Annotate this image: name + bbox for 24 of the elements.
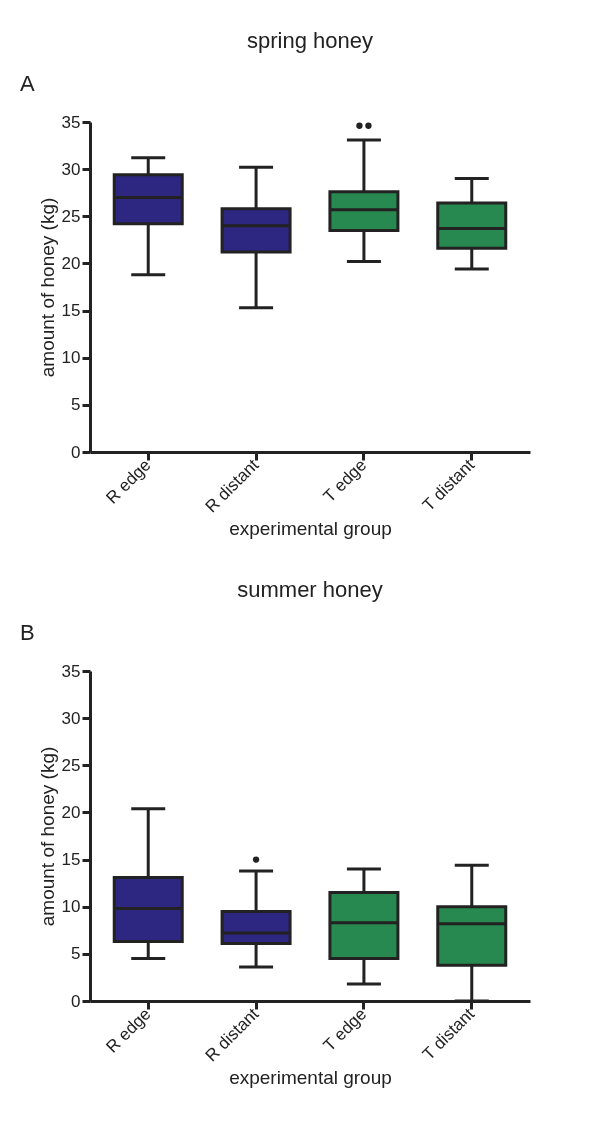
y-tick-label: 25 (61, 206, 81, 226)
y-tick-label: 35 (61, 112, 81, 132)
y-tick-label: 0 (71, 442, 81, 462)
y-tick-label: 5 (71, 395, 81, 415)
chart-title: summer honey (237, 577, 383, 602)
y-axis-title: amount of honey (kg) (36, 746, 58, 927)
x-axis-title: experimental group (229, 517, 392, 539)
text: A (20, 71, 35, 96)
y-tick-label: 0 (71, 991, 81, 1011)
y-tick-label: 15 (61, 850, 81, 870)
text: B (20, 620, 35, 645)
y-tick-label: 5 (71, 944, 81, 964)
y-tick-label: 20 (61, 253, 81, 273)
y-tick-label: 25 (61, 755, 81, 775)
y-axis-title: amount of honey (kg) (36, 197, 58, 378)
y-tick-label: 10 (61, 897, 81, 917)
chart-title: spring honey (247, 28, 373, 53)
y-tick-label: 35 (61, 661, 81, 681)
y-tick-label: 15 (61, 301, 81, 321)
y-tick-label: 30 (61, 159, 81, 179)
y-tick-label: 10 (61, 348, 81, 368)
y-tick-label: 30 (61, 708, 81, 728)
y-tick-label: 20 (61, 802, 81, 822)
x-axis-title: experimental group (229, 1066, 392, 1088)
